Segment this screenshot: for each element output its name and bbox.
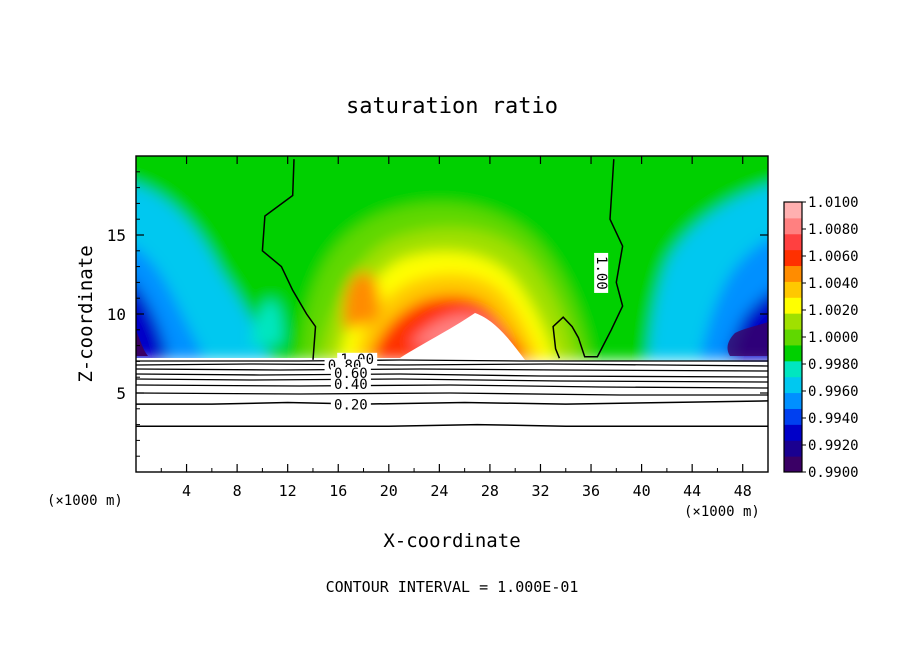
x-tick-label: 36	[582, 482, 600, 500]
colorbar-swatch	[784, 424, 802, 441]
contour-label-bg-4	[330, 378, 371, 393]
contour-label-3: 0.60	[334, 366, 368, 382]
contour-label-4: 0.40	[334, 377, 368, 393]
colorbar-swatch	[784, 217, 802, 235]
contour-label-5: 0.20	[334, 398, 368, 414]
colorbar-tick-label: 1.0040	[808, 276, 859, 292]
colorbar-swatch	[784, 360, 802, 378]
colorbar-tick-label: 0.9980	[808, 357, 859, 373]
colorbar-swatch	[784, 265, 802, 282]
colorbar-swatch	[784, 233, 802, 251]
x-tick-label: 24	[430, 482, 448, 500]
x-tick-label: 48	[734, 482, 752, 500]
colorbar-swatch	[784, 344, 802, 362]
colorbar-swatch	[784, 376, 802, 394]
colorbar-swatch	[784, 392, 802, 409]
x-tick-label: 40	[633, 482, 651, 500]
colorbar-swatch	[784, 202, 802, 219]
colorbar-tick-label: 1.0000	[808, 330, 859, 346]
x-unit-label-left: (×1000 m)	[47, 493, 123, 509]
contour-labels: 1.001.000.800.600.400.20	[324, 252, 609, 414]
contour-label-bg-0	[594, 252, 609, 293]
x-tick-label: 28	[481, 482, 499, 500]
contour-line-2	[136, 400, 768, 405]
x-tick-label: 16	[329, 482, 347, 500]
contour-line-3	[136, 423, 768, 427]
colorbar-swatch	[784, 313, 802, 330]
colorbar-tick-label: 1.0080	[808, 222, 859, 238]
colorbar-tick-label: 1.0060	[808, 249, 859, 265]
near-surface-contours	[136, 359, 768, 396]
colorbar-tick-label: 0.9960	[808, 384, 859, 400]
x-tick-label: 20	[380, 482, 398, 500]
x-unit-label-right: (×1000 m)	[684, 504, 760, 520]
colorbar-swatch	[784, 281, 802, 298]
y-tick-label: 15	[107, 226, 126, 245]
contour-line-1	[552, 159, 624, 359]
colorbar-tick-label: 0.9920	[808, 438, 859, 454]
contour-lines	[136, 159, 768, 427]
colorbar-tick-label: 1.0020	[808, 303, 859, 319]
colorbar: 0.9900 0.9920 0.9940 0.9960 0.9980 1.0000 1.00…	[783, 195, 859, 481]
contour-interval-note: CONTOUR INTERVAL = 1.000E-01	[326, 578, 579, 596]
x-tick-label: 4	[182, 482, 191, 500]
contour-label-bg-3	[330, 367, 371, 382]
y-tick-label: 10	[107, 305, 126, 324]
chart-title: saturation ratio	[346, 94, 558, 119]
contour-label-bg-5	[330, 398, 371, 413]
x-tick-label: 32	[531, 482, 549, 500]
colorbar-swatch	[784, 456, 802, 473]
saturation-field	[136, 156, 768, 472]
colorbar-tick-label: 1.0100	[808, 195, 859, 211]
contour-label-0: 1.00	[593, 256, 609, 290]
colorbar-swatch	[784, 440, 802, 457]
x-axis-label: X-coordinate	[383, 530, 520, 552]
contour-line-0	[261, 159, 317, 360]
x-tick-label: 44	[683, 482, 701, 500]
y-axis: 5 10 15	[107, 171, 768, 457]
x-tick-label: 8	[233, 482, 242, 500]
y-axis-label: Z-coordinate	[75, 245, 97, 382]
colorbar-swatch	[784, 249, 802, 267]
colorbar-swatch	[784, 408, 802, 425]
colorbar-swatch	[784, 329, 802, 346]
x-tick-label: 12	[279, 482, 297, 500]
x-axis: 4 8 12 16 20 24 28 32 36 40 44 48	[160, 156, 752, 500]
y-tick-label: 5	[116, 384, 126, 403]
colorbar-tick-label: 0.9940	[808, 411, 859, 427]
colorbar-swatch	[784, 297, 802, 314]
colorbar-tick-label: 0.9900	[808, 465, 859, 481]
